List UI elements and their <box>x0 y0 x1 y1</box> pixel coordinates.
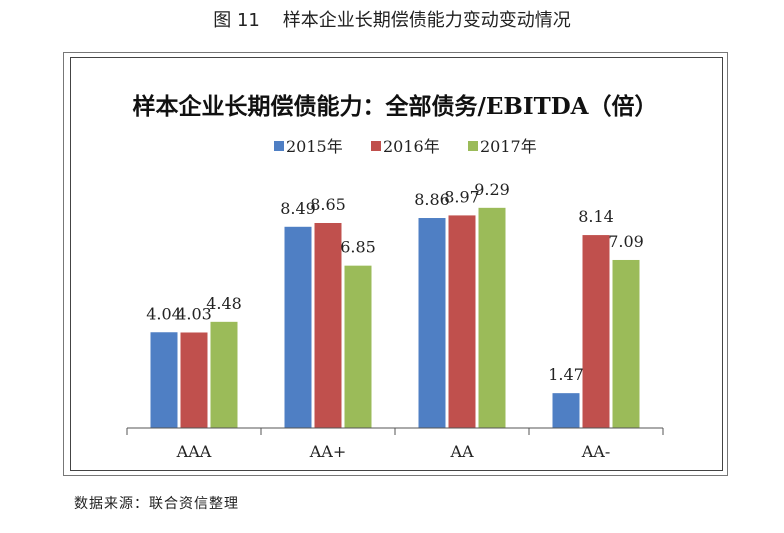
data-label: 8.97 <box>444 187 480 206</box>
data-label: 1.47 <box>548 365 584 384</box>
x-tick-label-AAA: AAA <box>176 442 212 461</box>
x-tick-label-AA+: AA+ <box>309 442 347 461</box>
chart-title: 样本企业长期偿债能力：全部债务/EBITDA（倍） <box>132 93 657 120</box>
legend-swatch-2 <box>371 141 381 151</box>
data-label: 4.04 <box>146 304 182 323</box>
data-label: 8.65 <box>310 195 346 214</box>
data-label: 7.09 <box>608 232 644 251</box>
bars-group <box>150 207 640 428</box>
bar-AA--2017年 <box>612 259 640 428</box>
data-label: 8.49 <box>280 199 316 218</box>
legend-swatch-1 <box>274 141 284 151</box>
legend-label-1: 2015年 <box>286 137 343 156</box>
bar-AAA-2016年 <box>180 332 208 428</box>
data-labels-group: 4.044.034.48 8.498.65 6.85 8.868.979.29 1.47… <box>146 180 644 384</box>
chart-inner-frame <box>70 57 723 471</box>
data-label: 8.14 <box>578 207 614 226</box>
data-label: 8.86 <box>414 190 450 209</box>
data-label: 4.48 <box>206 294 242 313</box>
bar-AA--2015年 <box>552 393 580 428</box>
bar-AA-2017年 <box>478 207 506 428</box>
legend-label-2: 2016年 <box>383 137 440 156</box>
bar-AA+-2016年 <box>314 222 342 428</box>
data-source-note: 数据来源：联合资信整理 <box>74 496 239 512</box>
x-tick-label-AA: AA <box>449 442 474 461</box>
legend: 2015年 2016年 2017年 <box>274 137 537 156</box>
data-label: 9.29 <box>474 180 510 199</box>
bar-AA+-2015年 <box>284 226 312 428</box>
figure-caption: 图 11 样本企业长期偿债能力变动变动情况 <box>213 10 571 31</box>
bar-AA-2016年 <box>448 215 476 428</box>
x-tick-label-AA-: AA- <box>581 442 611 461</box>
bar-AAA-2017年 <box>210 321 238 428</box>
data-label: 4.03 <box>176 304 212 323</box>
data-label: 6.85 <box>340 238 376 257</box>
legend-label-3: 2017年 <box>480 137 537 156</box>
legend-swatch-3 <box>468 141 478 151</box>
bar-AA-2015年 <box>418 218 446 428</box>
bar-AA+-2017年 <box>344 265 372 428</box>
x-axis: AAA AA+ AA AA- <box>126 427 664 461</box>
bar-AAA-2015年 <box>150 332 178 428</box>
bar-AA--2016年 <box>582 235 610 428</box>
